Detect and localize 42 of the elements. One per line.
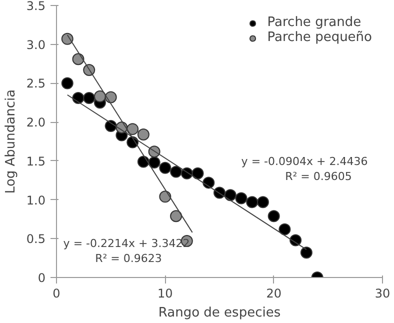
y-tick-label: 2.5: [26, 76, 46, 91]
y-tick-label: 0.5: [26, 232, 46, 246]
point: [300, 246, 312, 259]
point: [278, 223, 291, 236]
point: [235, 192, 248, 204]
point: [159, 190, 172, 203]
point: [159, 162, 172, 174]
point: [170, 166, 182, 178]
legend-label: Parche pequeño: [267, 30, 372, 45]
y-tick-label: 0: [38, 271, 46, 285]
point: [170, 210, 182, 222]
point: [256, 196, 269, 208]
point: [224, 189, 236, 202]
annotation: R² = 0.9605: [285, 170, 352, 183]
point: [83, 92, 96, 104]
x-tick-label: 10: [158, 286, 173, 300]
point: [94, 90, 106, 102]
point: [148, 156, 160, 168]
y-tick-label: 3.0: [26, 38, 46, 52]
annotation: y = -0.0904x + 2.4436: [241, 155, 368, 168]
point: [126, 123, 139, 136]
y-tick-label: 2.0: [26, 116, 46, 130]
x-tick-label: 20: [266, 286, 282, 300]
point: [137, 128, 150, 140]
point: [61, 77, 74, 90]
point: [192, 167, 204, 180]
point: [268, 210, 280, 222]
point: [246, 196, 258, 208]
y-tick-label: 1.0: [26, 193, 46, 208]
y-axis-title: Log Abundancia: [3, 89, 18, 194]
legend-label: Parche grande: [267, 15, 362, 30]
point: [202, 176, 215, 189]
x-axis-title: Rango de especies: [158, 306, 281, 320]
point: [104, 91, 117, 104]
point: [72, 53, 84, 66]
y-tick-label: 1.5: [26, 154, 46, 168]
point: [61, 32, 74, 45]
point: [137, 156, 150, 168]
x-tick-label: 30: [374, 286, 390, 300]
y-tick-label: 3.5: [26, 0, 46, 13]
annotation: R² = 0.9623: [95, 252, 162, 265]
x-tick-label: 0: [52, 286, 60, 300]
